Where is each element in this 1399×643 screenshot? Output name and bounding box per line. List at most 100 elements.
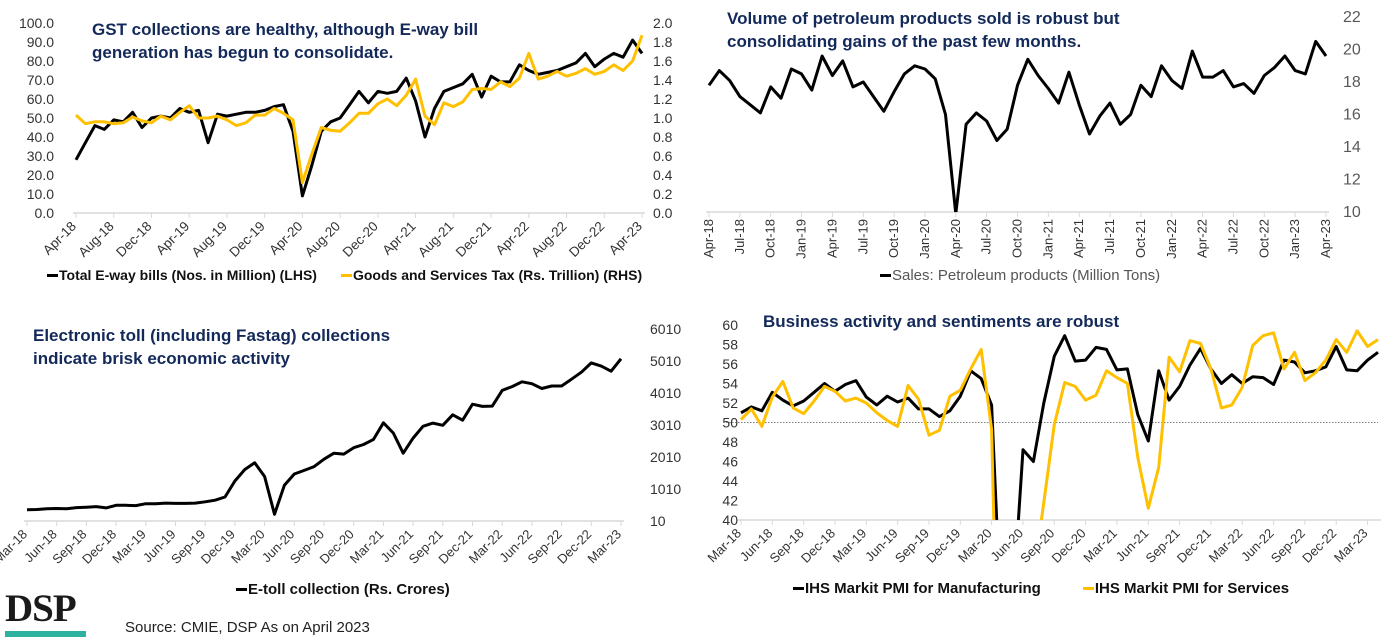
y-tick-label: 20 [1343,42,1361,59]
y-tick-label: 6010 [650,321,681,337]
x-tick-label: Jan-19 [794,219,809,259]
series-line-1 [740,369,999,521]
x-tick-label: Mar-22 [1206,526,1246,566]
series-line-2 [739,347,996,521]
x-tick-label: Jul-21 [1102,219,1117,254]
x-tick-label: Apr-22 [1195,219,1210,258]
y-tick-label: 12 [1343,172,1361,189]
x-tick-label: Aug-22 [528,219,569,260]
dsp-logo-bar [5,631,86,637]
y-tick-label: 50.0 [27,110,54,126]
x-tick-label: Apr-19 [153,219,192,258]
chart-2-title-line: consolidating gains of the past few mont… [727,32,1082,51]
x-tick-label: Mar-22 [466,527,506,567]
x-tick-label: Sep-21 [1142,526,1182,566]
y-tick-label: 90.0 [27,34,54,50]
series-line-1 [954,39,1328,213]
chart-2-title: Volume of petroleum products sold is rob… [727,7,1120,53]
legend-swatch [1082,587,1094,590]
chart-4-legend: IHS Markit PMI for Manufacturing IHS Mar… [793,580,1313,597]
x-tick-label: Dec-21 [453,219,494,260]
series-line-2 [1039,329,1379,521]
x-tick-label: Apr-20 [948,219,963,258]
y-tick-label: 100.0 [19,15,54,31]
x-tick-label: Mar-19 [109,527,149,567]
y-tick-label: 58 [722,337,738,353]
y-tick-label: 1.4 [653,72,673,88]
y-tick-label: 1.2 [653,91,673,107]
chart-3-title-line: indicate brisk economic activity [33,349,290,368]
chart-1-title-line: GST collections are healthy, although E-… [92,20,479,39]
x-tick-label: Mar-20 [955,526,995,566]
y-tick-label: 54 [722,376,738,392]
y-tick-label: 0.0 [35,205,55,221]
x-tick-label: Dec-22 [566,219,607,260]
legend-item: IHS Markit PMI for Services [1082,580,1290,597]
y-tick-label: 10.0 [27,186,54,202]
chart-2-title-line: Volume of petroleum products sold is rob… [727,9,1120,28]
y-tick-label: 20.0 [27,167,54,183]
y-tick-label: 14 [1343,139,1361,156]
legend-label: Sales: Petroleum products (Million Tons) [892,267,1161,284]
series-line-1 [707,54,958,213]
y-tick-label: 56 [722,356,738,372]
x-tick-label: Sep-19 [892,526,932,566]
y-tick-label: 60 [722,317,738,333]
legend-label: IHS Markit PMI for Services [1094,580,1290,597]
legend-item: E-toll collection (Rs. Crores) [236,581,450,598]
y-tick-label: 42 [722,493,738,509]
legend-label: E-toll collection (Rs. Crores) [248,581,450,598]
y-tick-label: 0.4 [653,167,673,183]
y-tick-label: 22 [1343,9,1361,26]
chart-1-legend: Total E-way bills (Nos. in Million) (LHS… [47,267,666,283]
x-tick-label: Aug-19 [189,219,230,260]
x-tick-label: Sep-22 [1268,526,1308,566]
chart-1-title: GST collections are healthy, although E-… [92,18,478,64]
x-tick-label: Mar-21 [1080,526,1120,566]
y-tick-label: 0.8 [653,129,673,145]
y-tick-label: 30.0 [27,148,54,164]
x-tick-label: Jul-20 [979,219,994,254]
chart-4-title: Business activity and sentiments are rob… [763,310,1119,333]
x-tick-label: Mar-20 [228,527,268,567]
dsp-logo-text: DSP [5,587,77,630]
y-tick-label: 4010 [650,385,681,401]
chart-2-legend: Sales: Petroleum products (Million Tons) [880,267,1184,284]
y-tick-label: 3010 [650,417,681,433]
chart-3-title: Electronic toll (including Fastag) colle… [33,324,390,370]
y-tick-label: 70.0 [27,72,54,88]
y-tick-label: 1.8 [653,34,673,50]
y-tick-label: 10 [1343,204,1361,221]
y-tick-label: 80.0 [27,53,54,69]
legend-swatch [47,273,58,277]
x-tick-label: Jan-23 [1287,219,1302,259]
legend-label: Goods and Services Tax (Rs. Trillion) (R… [352,267,643,283]
y-tick-label: 18 [1343,74,1361,91]
x-tick-label: Apr-19 [824,219,839,258]
y-tick-label: 0.6 [653,148,673,164]
y-tick-label: 1010 [650,481,681,497]
y-tick-label: 2010 [650,449,681,465]
x-tick-label: Apr-18 [701,219,716,258]
x-tick-label: Dec-18 [113,219,154,260]
x-tick-label: Aug-21 [415,219,456,260]
x-tick-label: Dec-19 [923,526,963,566]
x-tick-label: Mar-23 [584,527,624,567]
legend-item: IHS Markit PMI for Manufacturing [793,580,1041,597]
y-tick-label: 1.0 [653,110,673,126]
x-tick-label: Aug-18 [75,219,116,260]
y-tick-label: 2.0 [653,15,673,31]
x-tick-label: Aug-20 [302,219,343,260]
y-tick-label: 16 [1343,107,1361,124]
y-tick-label: 44 [722,473,738,489]
y-tick-label: 40.0 [27,129,54,145]
x-tick-label: Mar-19 [830,526,870,566]
x-tick-label: Dec-20 [340,219,381,260]
y-tick-label: 48 [722,434,738,450]
x-tick-label: Apr-23 [1318,219,1333,258]
x-tick-label: Sep-18 [767,526,807,566]
x-tick-label: Dec-22 [1299,526,1339,566]
source-note: Source: CMIE, DSP As on April 2023 [125,619,370,636]
legend-item: Total E-way bills (Nos. in Million) (LHS… [47,267,317,283]
